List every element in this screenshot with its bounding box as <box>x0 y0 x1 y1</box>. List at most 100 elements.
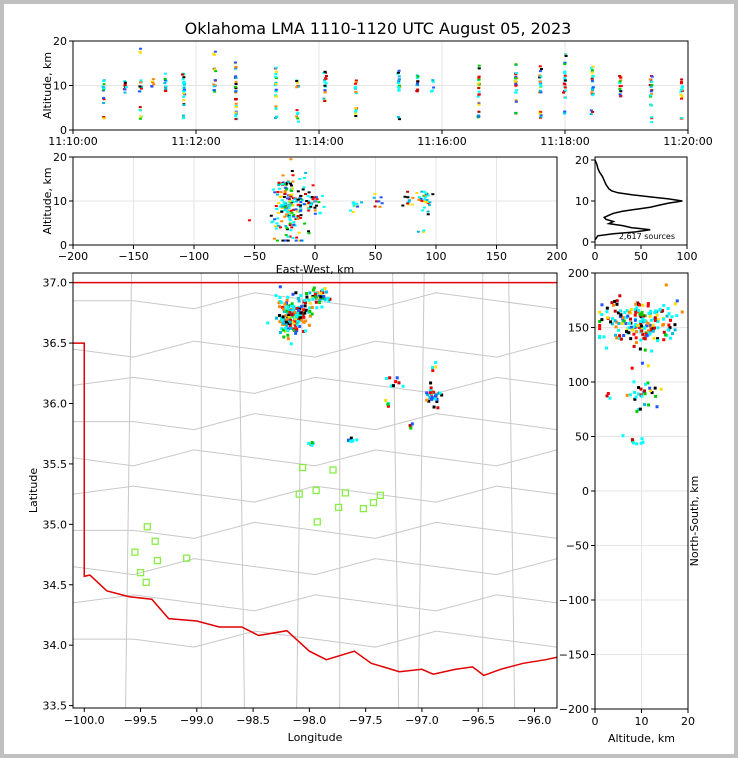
ns-source-point <box>638 347 642 351</box>
plan-source-point <box>295 323 299 327</box>
time-source-point <box>182 104 186 107</box>
time-source-point <box>397 88 401 91</box>
lma-station-marker <box>136 569 145 577</box>
ew-source-point <box>280 207 284 210</box>
time-source-point <box>619 76 623 79</box>
time-source-point <box>102 87 106 90</box>
time-source-point <box>323 89 327 92</box>
ns-source-point <box>627 331 631 335</box>
time-source-point <box>538 74 542 77</box>
ns-source-point <box>642 336 646 340</box>
time-source-point <box>233 85 237 88</box>
plan-source-point <box>285 317 289 321</box>
plan-source-point <box>430 395 434 399</box>
plan-source-point <box>311 288 315 292</box>
ew-source-point <box>313 209 317 212</box>
time-source-point <box>650 89 654 92</box>
plan-source-point <box>283 329 287 333</box>
time-source-point <box>618 93 622 96</box>
ew-source-point <box>411 196 415 199</box>
time-source-point <box>275 115 279 118</box>
time-source-point <box>322 97 326 100</box>
plan-source-point <box>432 390 436 394</box>
plan-tick-label-x: −100.0 <box>64 714 105 727</box>
ew-source-point <box>293 197 297 200</box>
plan-ylabel: Latitude <box>27 468 40 514</box>
time-source-point <box>416 80 420 83</box>
ew-source-point <box>299 239 303 242</box>
time-source-point <box>354 79 358 82</box>
time-source-point <box>124 86 128 89</box>
time-source-point <box>182 86 186 89</box>
ew-source-point <box>276 224 280 227</box>
time-source-point <box>649 90 653 93</box>
ns-source-point <box>600 318 604 322</box>
time-source-point <box>213 50 217 53</box>
plan-source-point <box>292 307 296 311</box>
time-source-point <box>431 79 435 82</box>
plan-source-point <box>282 305 286 309</box>
hist-tick-label-x: 100 <box>677 250 698 263</box>
ew-source-point <box>275 208 279 211</box>
ew-source-point <box>307 207 311 210</box>
ns-source-point <box>655 313 659 317</box>
ew-source-point <box>421 230 425 233</box>
ns-source-point <box>649 323 653 327</box>
time-source-point <box>137 90 141 93</box>
time-source-point <box>477 115 481 118</box>
ns-source-point <box>632 391 636 395</box>
ew-source-point <box>372 196 376 199</box>
ns-source-point <box>675 314 679 318</box>
plan-source-point <box>288 320 292 324</box>
ew-source-point <box>422 200 426 203</box>
plan-source-point <box>318 301 322 305</box>
time-source-point <box>151 78 155 81</box>
plan-source-point <box>278 320 282 324</box>
ew-source-point <box>281 174 285 177</box>
ns-source-point <box>639 441 643 445</box>
ns-source-point <box>639 338 643 342</box>
ns-source-point <box>643 392 647 396</box>
ew-source-point <box>315 198 319 201</box>
plan-source-point <box>285 298 289 302</box>
ns-source-point <box>605 310 609 314</box>
ns-source-point <box>616 311 620 315</box>
time-source-point <box>233 67 237 70</box>
time-source-point <box>181 78 185 81</box>
plan-xlabel: Longitude <box>288 731 343 744</box>
ew-source-point <box>283 193 287 196</box>
ns-source-point <box>613 319 617 323</box>
ew-source-point <box>355 202 359 205</box>
time-source-point <box>415 84 419 87</box>
time-source-point <box>680 86 684 89</box>
lma-station-marker <box>334 503 343 512</box>
ew-source-point <box>299 201 303 204</box>
time-source-point <box>679 93 683 96</box>
plan-source-point <box>409 426 413 430</box>
time-source-point <box>102 96 106 99</box>
ns-source-point <box>640 311 644 315</box>
time-source-point <box>163 72 167 75</box>
time-source-point <box>649 94 653 97</box>
plan-source-point <box>311 297 315 301</box>
plan-source-point <box>429 386 433 390</box>
ns-source-point <box>655 405 659 409</box>
plan-source-point <box>298 307 302 311</box>
plan-source-point <box>391 384 395 388</box>
time-source-point <box>353 82 357 85</box>
ew-source-point <box>295 209 299 212</box>
ew-source-point <box>299 214 303 217</box>
ew-tick-label-x: 100 <box>426 250 447 263</box>
plan-source-point <box>295 307 299 311</box>
ns-source-point <box>641 332 645 336</box>
plan-source-point <box>307 441 311 445</box>
time-source-point <box>563 79 567 82</box>
ew-source-point <box>276 217 280 220</box>
ns-source-point <box>662 330 666 334</box>
time-source-point <box>123 83 127 86</box>
ns-source-point <box>649 329 653 333</box>
time-source-point <box>514 77 518 80</box>
time-source-point <box>650 75 654 78</box>
ew-source-point <box>297 231 301 234</box>
ew-source-point <box>280 210 284 213</box>
